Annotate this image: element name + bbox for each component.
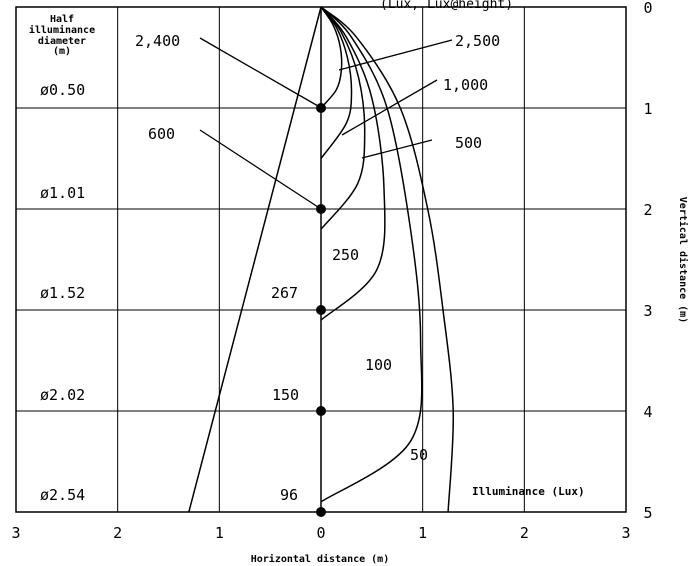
top-partial-text: (Lux, Lux@height) bbox=[380, 0, 513, 12]
label-500: 500 bbox=[455, 134, 482, 152]
x-tick-label: 3 bbox=[621, 524, 630, 542]
center-point bbox=[316, 406, 326, 416]
chart-grid bbox=[15, 6, 627, 513]
y-axis-title: Vertical distance (m) bbox=[677, 197, 689, 323]
y-tick-label: 3 bbox=[643, 302, 652, 320]
iso-lux-curve-250 bbox=[320, 6, 386, 321]
beam-edge-line bbox=[188, 6, 322, 513]
label-250: 250 bbox=[332, 246, 359, 264]
x-axis-title: Horizontal distance (m) bbox=[251, 553, 389, 565]
center-point bbox=[316, 103, 326, 113]
x-tick-label: 3 bbox=[11, 524, 20, 542]
legend-title: Illuminance (Lux) bbox=[472, 485, 585, 498]
half-diameter-4: ø2.02 bbox=[40, 386, 85, 404]
label-600: 600 bbox=[148, 125, 175, 143]
chart-labels: (Lux, Lux@height) Half illuminance diame… bbox=[29, 0, 689, 565]
leader-line bbox=[199, 129, 319, 208]
center-point bbox=[316, 507, 326, 517]
half-diameter-3: ø1.52 bbox=[40, 284, 85, 302]
leader-line bbox=[341, 79, 438, 136]
y-tick-label: 2 bbox=[643, 201, 652, 219]
iso-lux-curve-50 bbox=[320, 6, 455, 513]
x-tick-label: 1 bbox=[215, 524, 224, 542]
leader-lines bbox=[199, 37, 453, 208]
header-title-line3: diameter bbox=[38, 35, 86, 47]
iso-lux-curves bbox=[320, 6, 455, 513]
y-tick-label: 4 bbox=[643, 403, 652, 421]
center-points bbox=[316, 103, 326, 517]
half-diameter-1: ø0.50 bbox=[40, 81, 85, 99]
header-title-line1: Half bbox=[50, 14, 74, 25]
x-tick-label: 1 bbox=[418, 524, 427, 542]
center-point bbox=[316, 204, 326, 214]
iso-lux-curve-100 bbox=[320, 6, 423, 503]
y-tick-label: 5 bbox=[643, 504, 652, 522]
iso-lux-curve-2500 bbox=[320, 6, 343, 109]
leader-line bbox=[338, 39, 453, 71]
iso-lux-curve-500 bbox=[320, 6, 366, 230]
center-point bbox=[316, 305, 326, 315]
label-50: 50 bbox=[410, 446, 428, 464]
leader-line bbox=[361, 139, 433, 159]
label-96: 96 bbox=[280, 486, 298, 504]
y-tick-label: 0 bbox=[643, 0, 652, 17]
y-tick-label: 1 bbox=[643, 100, 652, 118]
label-2500: 2,500 bbox=[455, 32, 500, 50]
iso-lux-curve-1000 bbox=[320, 6, 353, 159]
header-title-line2: illuminance bbox=[29, 24, 95, 36]
leader-line bbox=[199, 37, 319, 107]
beam-edge bbox=[188, 6, 322, 513]
x-tick-label: 2 bbox=[520, 524, 529, 542]
label-1000: 1,000 bbox=[443, 76, 488, 94]
label-150: 150 bbox=[272, 386, 299, 404]
label-267: 267 bbox=[271, 284, 298, 302]
x-tick-label: 2 bbox=[113, 524, 122, 542]
label-100: 100 bbox=[365, 356, 392, 374]
label-2400: 2,400 bbox=[135, 32, 180, 50]
x-tick-label: 0 bbox=[316, 524, 325, 542]
header-title-line4: (m) bbox=[53, 46, 71, 57]
axis-ticks: 3 2 1 0 1 2 3 0 1 2 3 4 5 bbox=[11, 0, 652, 542]
half-diameter-2: ø1.01 bbox=[40, 184, 85, 202]
half-diameter-5: ø2.54 bbox=[40, 486, 85, 504]
